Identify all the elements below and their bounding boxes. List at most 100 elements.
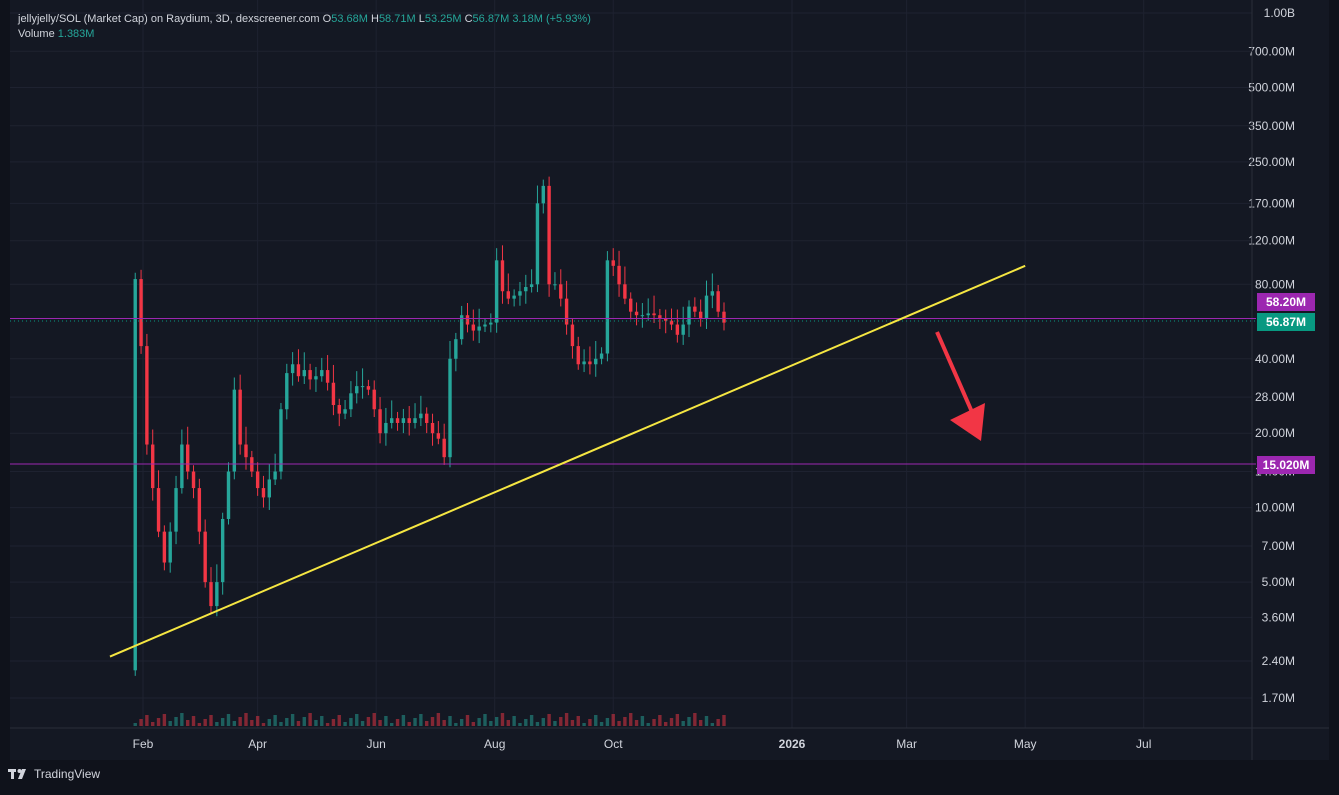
candle-body <box>255 471 260 489</box>
candle-body <box>413 418 417 423</box>
volume-bar <box>576 716 580 726</box>
candle-body <box>197 488 202 532</box>
low-key: L <box>418 13 425 25</box>
candle-body <box>547 185 551 285</box>
candle-body <box>576 346 580 365</box>
candle-body <box>151 444 155 489</box>
volume-bar <box>360 721 365 726</box>
change-value: 3.18M (+5.93%) <box>512 13 591 25</box>
volume-bar <box>553 721 557 726</box>
volume-bar <box>180 713 184 726</box>
volume-bar <box>687 717 691 726</box>
candle-body <box>360 386 365 388</box>
candle-body <box>524 287 528 292</box>
volume-bar <box>267 719 272 726</box>
high-key: H <box>370 13 379 25</box>
y-tick-label: 28.00M <box>1255 390 1295 404</box>
candle-body <box>220 518 225 583</box>
volume-bar <box>250 720 254 726</box>
volume-bar <box>355 714 359 726</box>
open-key: O <box>322 13 332 25</box>
candle-body <box>663 318 668 321</box>
candle-body <box>506 291 511 299</box>
volume-bar <box>652 719 656 726</box>
volume-bar <box>395 719 400 726</box>
volume-bar <box>658 715 662 726</box>
price-chart[interactable]: 1.00B 700.00M 500.00M 350.00M 250.00M 170.00M… <box>10 0 1329 760</box>
candle-body <box>349 393 353 410</box>
volume-bar <box>168 721 172 726</box>
volume-bar <box>133 723 137 726</box>
chart-area[interactable]: 1.00B 700.00M 500.00M 350.00M 250.00M 170.00M… <box>10 0 1329 760</box>
volume-bar <box>494 717 499 726</box>
candle-body <box>191 471 196 489</box>
candle-body <box>308 370 312 380</box>
candle-body <box>518 291 522 296</box>
close-key: C <box>464 13 473 25</box>
candle-body <box>454 339 458 359</box>
candle-body <box>436 433 441 439</box>
candle-body <box>570 324 575 347</box>
volume-bar <box>518 723 522 726</box>
candle-body <box>623 284 627 299</box>
candle-body <box>483 324 487 327</box>
volume-bar <box>372 713 376 726</box>
candle-body <box>658 315 662 319</box>
y-tick-label: 2.40M <box>1262 654 1295 668</box>
volume-bar <box>471 722 476 726</box>
price-tag-support-level: 15.020M <box>1257 456 1315 474</box>
volume-bar <box>296 721 301 726</box>
volume-bar <box>588 719 592 726</box>
volume-bar <box>191 716 196 726</box>
volume-bar <box>185 720 190 726</box>
volume-bar <box>535 722 540 726</box>
candle-body <box>442 438 446 458</box>
volume-bar <box>279 722 283 726</box>
candle-body <box>588 361 592 365</box>
x-tick-label: Aug <box>484 737 505 751</box>
volume-bar <box>419 714 423 726</box>
candle-body <box>605 260 610 354</box>
volume-bar <box>459 719 464 726</box>
price-tag-upper-level: 58.20M <box>1257 293 1315 311</box>
high-value: 58.71M <box>378 13 416 25</box>
volume-value: 1.383M <box>57 28 95 40</box>
volume-bar <box>541 718 545 726</box>
candle-body <box>232 389 237 472</box>
candle-body <box>331 382 336 406</box>
volume-bar <box>366 717 371 726</box>
volume-bar <box>663 722 668 726</box>
y-tick-label: 500.00M <box>1248 80 1295 94</box>
candle-body <box>634 311 639 316</box>
volume-bar <box>605 718 610 726</box>
volume-label: Volume <box>18 28 55 40</box>
candle-body <box>244 444 248 458</box>
candle-body <box>535 203 540 285</box>
tradingview-brand[interactable]: TradingView <box>34 767 101 781</box>
y-tick-label: 80.00M <box>1255 277 1295 291</box>
volume-bar <box>255 716 260 726</box>
candle-body <box>646 313 650 316</box>
x-tick-label: Mar <box>896 737 917 751</box>
candle-body <box>477 326 481 331</box>
volume-bar <box>634 720 639 726</box>
volume-bar <box>378 720 382 726</box>
volume-bar <box>290 714 295 726</box>
candle-body <box>710 291 715 296</box>
volume-bar <box>244 713 248 726</box>
x-tick-label: Apr <box>248 737 267 751</box>
volume-bar <box>273 715 277 726</box>
candle-body <box>448 358 452 458</box>
candle-body <box>372 389 376 410</box>
y-tick-label: 1.00B <box>1264 6 1295 20</box>
volume-bar <box>390 723 394 726</box>
volume-bar <box>582 723 586 726</box>
candle-body <box>384 422 388 434</box>
candle-body <box>325 370 330 383</box>
candle-body <box>716 291 720 312</box>
volume-bar <box>424 721 429 726</box>
volume-bar <box>203 719 207 726</box>
tradingview-logo-icon[interactable] <box>8 768 30 780</box>
volume-bar <box>611 714 615 726</box>
x-tick-label: 2026 <box>779 737 806 751</box>
